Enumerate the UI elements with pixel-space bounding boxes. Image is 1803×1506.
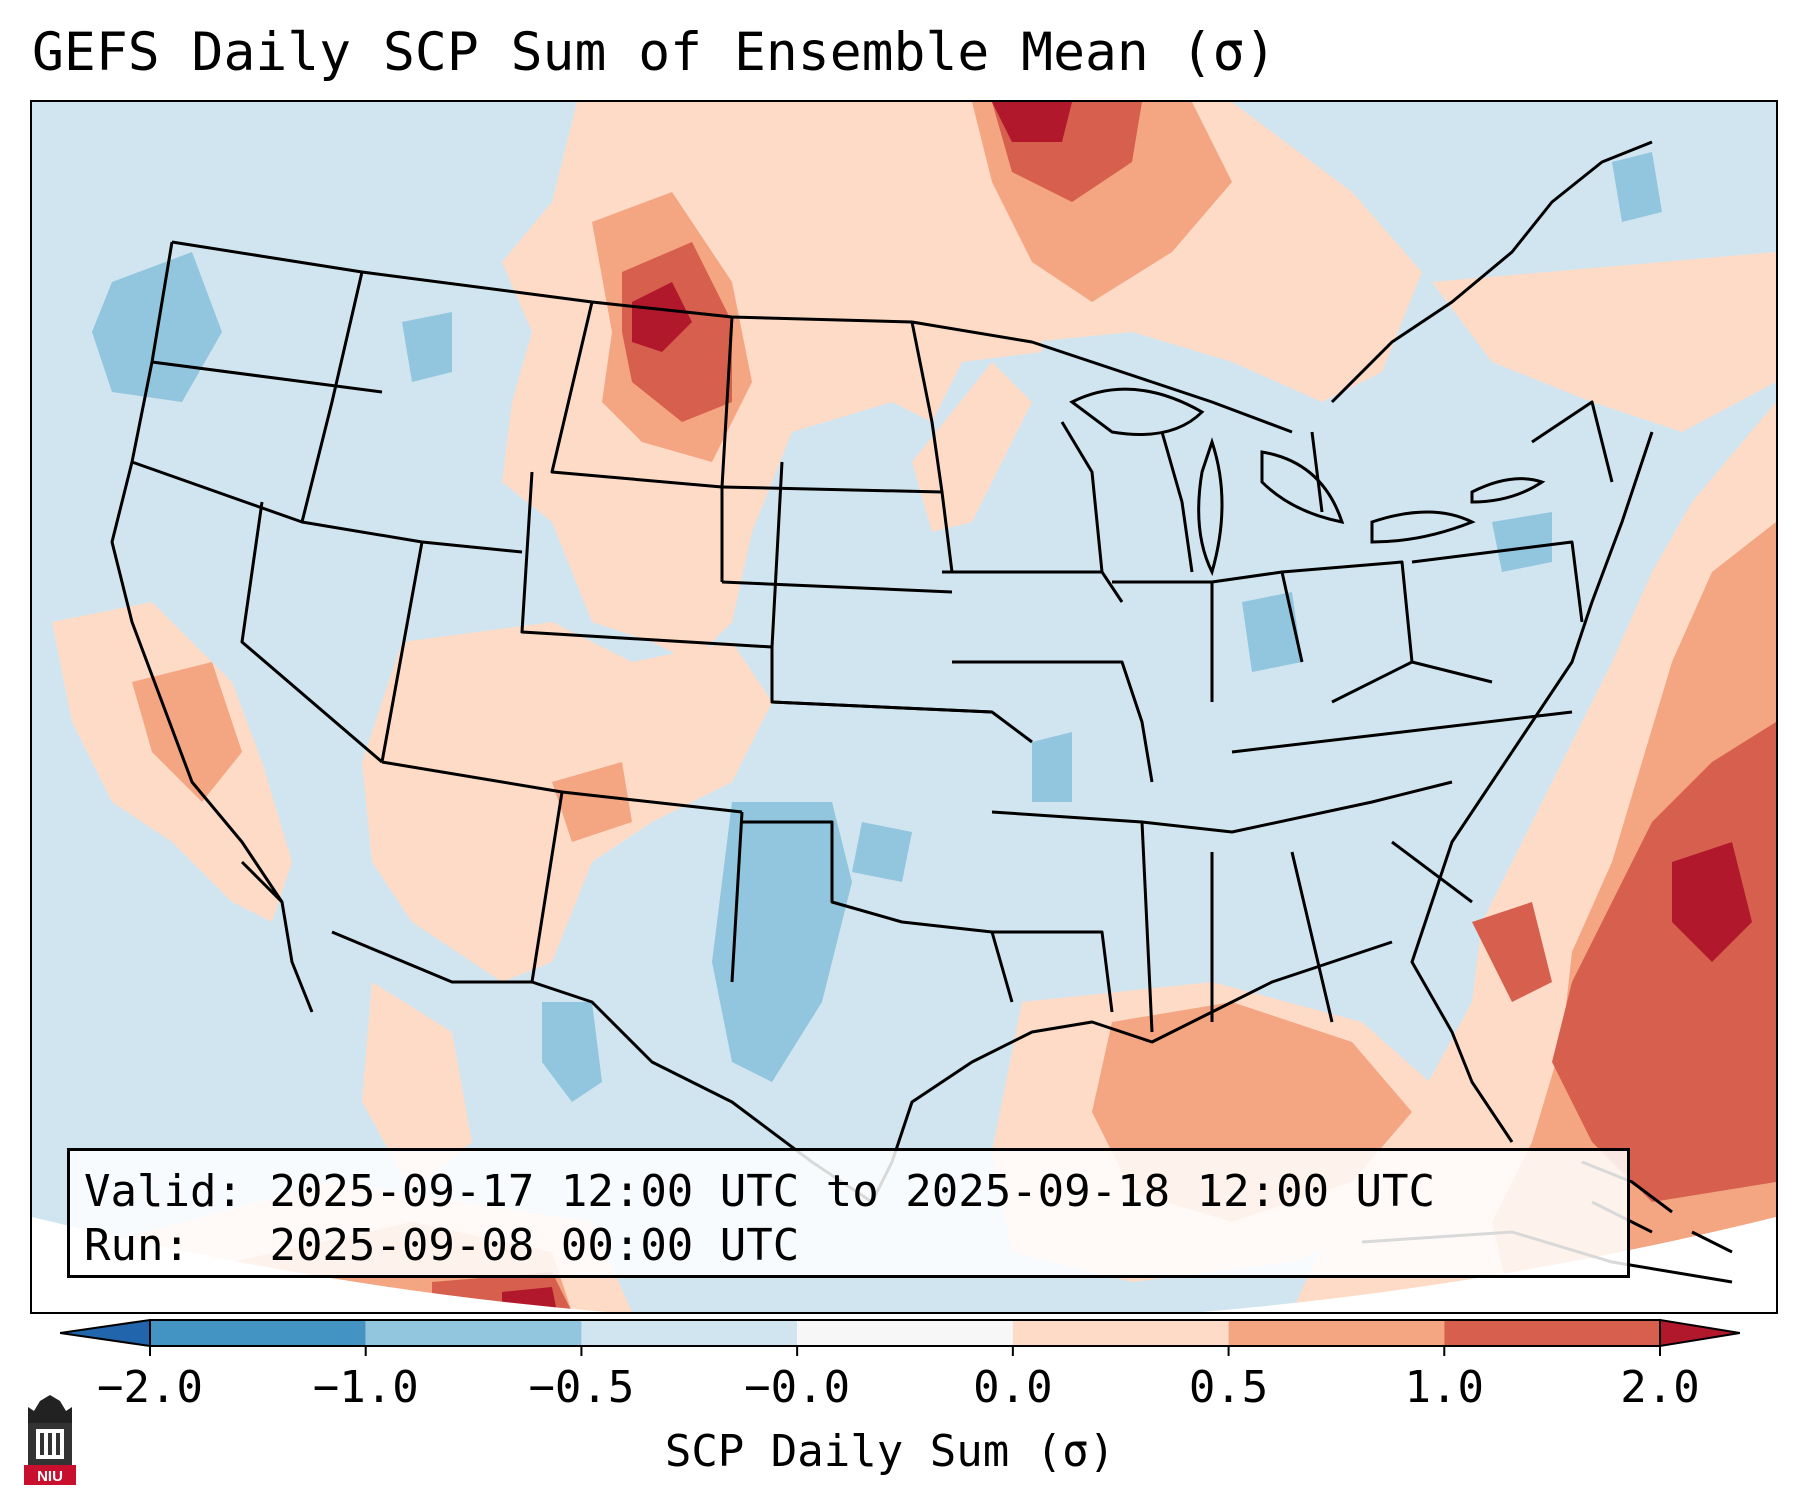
colorbar-under-extension	[60, 1318, 151, 1348]
colorbar-tick-label: 0.0	[973, 1362, 1053, 1413]
colorbar-tick-label: 2.0	[1620, 1362, 1700, 1413]
map-canvas	[32, 102, 1776, 1312]
colorbar-over-extension	[1659, 1318, 1740, 1348]
niu-logo-icon: NIU	[24, 1395, 76, 1485]
colorbar-bin	[1012, 1320, 1229, 1346]
projection-edge	[32, 1217, 1776, 1312]
colorbar-bin	[365, 1320, 582, 1346]
map-panel	[30, 100, 1778, 1314]
anomaly-negative	[92, 152, 1662, 1102]
great-lakes	[1069, 387, 1546, 577]
state-boundaries	[110, 140, 1654, 1204]
chart-title: GEFS Daily SCP Sum of Ensemble Mean (σ)	[32, 22, 1277, 83]
colorbar-tick-label: −2.0	[97, 1362, 203, 1413]
colorbar-tick-label: 0.5	[1188, 1362, 1269, 1413]
colorbar-tick-label: 1.0	[1404, 1362, 1485, 1413]
colorbar-bin	[797, 1320, 1013, 1346]
run-row: Run: 2025-09-08 00:00 UTC	[84, 1219, 1613, 1273]
anomaly-extreme	[502, 102, 1752, 1312]
run-label: Run:	[84, 1220, 190, 1271]
colorbar	[60, 1318, 1740, 1356]
valid-label: Valid:	[84, 1166, 243, 1217]
logo-text: NIU	[37, 1468, 63, 1485]
colorbar-tick-label: −1.0	[312, 1362, 419, 1413]
colorbar-bin	[1444, 1320, 1660, 1346]
colorbar-bin	[1228, 1320, 1445, 1346]
northeast-border	[1330, 140, 1653, 404]
valid-value: 2025-09-17 12:00 UTC to 2025-09-18 12:00…	[269, 1166, 1436, 1217]
colorbar-label: SCP Daily Sum (σ)	[664, 1426, 1116, 1477]
colorbar-tick-label: −0.5	[528, 1362, 635, 1413]
east-coast	[1410, 431, 1654, 1143]
colorbar-tick-label: −0.0	[744, 1362, 851, 1413]
colorbar-bin	[581, 1320, 798, 1346]
gulf-coast	[870, 940, 1393, 1203]
us-coastline-west	[110, 241, 314, 1013]
valid-row: Valid: 2025-09-17 12:00 UTC to 2025-09-1…	[84, 1165, 1613, 1219]
run-info-box: Valid: 2025-09-17 12:00 UTC to 2025-09-1…	[67, 1148, 1630, 1278]
colorbar-bin	[150, 1320, 366, 1346]
colorbar-outline	[149, 1319, 1661, 1347]
run-value: 2025-09-08 00:00 UTC	[269, 1220, 800, 1271]
